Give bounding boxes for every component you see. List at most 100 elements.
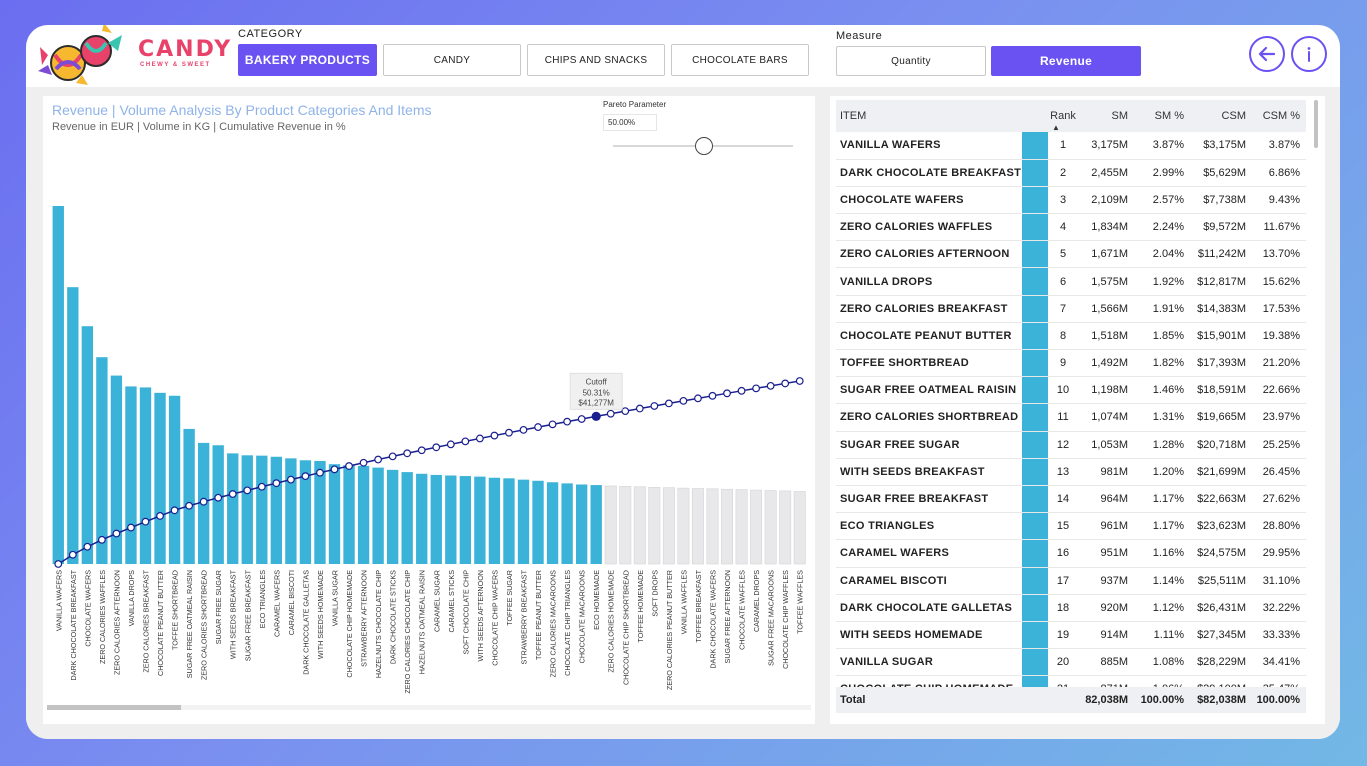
table-row[interactable]: TOFFEE SHORTBREAD 9 1,492M 1.82% $17,393M 21.… (836, 349, 1306, 378)
bar (314, 460, 326, 564)
bar (575, 484, 588, 564)
row-bar (1022, 159, 1048, 187)
bar (154, 392, 166, 564)
chart-horizontal-scrollbar[interactable] (47, 705, 811, 710)
table-row[interactable]: ZERO CALORIES SHORTBREAD 11 1,074M 1.31% $19… (836, 403, 1306, 432)
table-row[interactable]: WITH SEEDS HOMEMADE 19 914M 1.11% $27,345M 33… (836, 621, 1306, 650)
col-header-csm-pct[interactable]: CSM % (1252, 100, 1306, 132)
item-rank: 16 (1048, 539, 1078, 568)
item-csm: $24,575M (1190, 539, 1252, 568)
item-csm-pct: 3.87% (1252, 132, 1306, 160)
x-tick-label: DARK CHOCOLATE STICKS (389, 570, 398, 664)
pareto-slider-thumb[interactable] (695, 137, 713, 155)
table-row[interactable]: DARK CHOCOLATE BREAKFAST 2 2,455M 2.99% $5,6… (836, 159, 1306, 187)
chart-scroll-thumb[interactable] (47, 705, 181, 710)
cumulative-point (403, 449, 412, 458)
col-header-rank[interactable]: Rank ▲ (1048, 100, 1078, 132)
x-tick-label: CHOCOLATE MACAROONS (578, 570, 587, 664)
table-row[interactable]: VANILLA SUGAR 20 885M 1.08% $28,229M 34.41% (836, 648, 1306, 677)
table-row[interactable]: WITH SEEDS BREAKFAST 13 981M 1.20% $21,699M 2… (836, 458, 1306, 486)
cumulative-point (286, 475, 295, 484)
bar (299, 460, 312, 564)
arrow-left-icon (1258, 46, 1276, 62)
table-row[interactable]: SUGAR FREE OATMEAL RAISIN 10 1,198M 1.46% $1… (836, 376, 1306, 405)
x-tick-label: HAZELNUTS CHOCOLATE CHIP (374, 570, 383, 678)
category-button-candy[interactable]: CANDY (383, 44, 521, 76)
cumulative-point (54, 560, 63, 568)
item-rank: 12 (1048, 431, 1078, 459)
table-row[interactable]: ZERO CALORIES WAFFLES 4 1,834M 2.24% $9,572M… (836, 213, 1306, 242)
col-header-csm[interactable]: CSM (1190, 100, 1252, 132)
table-vertical-scrollbar[interactable] (1314, 100, 1318, 148)
cumulative-point (664, 399, 673, 408)
cumulative-point (766, 381, 775, 390)
cumulative-point (606, 409, 615, 418)
item-csm-pct: 25.25% (1252, 431, 1306, 459)
cumulative-point (650, 402, 659, 410)
col-header-sm-pct[interactable]: SM % (1134, 100, 1190, 132)
table-row[interactable]: VANILLA WAFERS 1 3,175M 3.87% $3,175M 3.87% (836, 132, 1306, 160)
cumulative-point (345, 462, 353, 470)
table-row[interactable]: ECO TRIANGLES 15 961M 1.17% $23,623M 28.80% (836, 512, 1306, 541)
item-rank: 7 (1048, 295, 1078, 323)
cumulative-point (621, 407, 630, 416)
measure-button-revenue[interactable]: Revenue (991, 46, 1141, 76)
cumulative-point (475, 434, 484, 443)
x-tick-label: DARK CHOCOLATE GALLETAS (301, 570, 310, 675)
bar (227, 453, 239, 564)
info-button[interactable] (1291, 36, 1327, 72)
cumulative-point (185, 501, 194, 510)
row-bar (1022, 240, 1048, 269)
table-row[interactable]: CHOCOLATE CHIP HOMEMADE 21871M1.06%$29,10… (836, 675, 1306, 687)
item-name: TOFFEE SHORTBREAD (836, 349, 1022, 378)
item-csm: $14,383M (1190, 295, 1252, 323)
table-total-row: Total 82,038M 100.00% $82,038M 100.00% (836, 687, 1306, 713)
back-button[interactable] (1249, 36, 1285, 72)
measure-button-quantity[interactable]: Quantity (836, 46, 986, 76)
cumulative-point (388, 452, 397, 461)
category-button-chips-and-snacks[interactable]: CHIPS AND SNACKS (527, 44, 665, 76)
table-row[interactable]: SUGAR FREE BREAKFAST 14 964M 1.17% $22,663M 2… (836, 485, 1306, 514)
category-button-bakery-products[interactable]: BAKERY PRODUCTS (238, 44, 377, 76)
item-name: SUGAR FREE SUGAR (836, 431, 1022, 459)
table-row[interactable]: DARK CHOCOLATE GALLETAS 18 920M 1.12% $26,43… (836, 594, 1306, 622)
bar (503, 478, 515, 564)
table-row[interactable]: ZERO CALORIES BREAKFAST 7 1,566M 1.91% $14,3… (836, 295, 1306, 323)
table-row[interactable]: CARAMEL WAFERS 16 951M 1.16% $24,575M 29.95% (836, 539, 1306, 568)
pareto-parameter-input[interactable]: 50.00% (603, 114, 657, 131)
item-name: ECO TRIANGLES (836, 512, 1022, 541)
x-tick-label: TOFFEE SHORTBREAD (171, 570, 180, 650)
item-sm: 2,109M (1078, 186, 1134, 215)
tooltip-title: Cutoff (586, 377, 608, 386)
table-row[interactable]: VANILLA DROPS 6 1,575M 1.92% $12,817M 15.62% (836, 267, 1306, 296)
measure-label: Measure (836, 30, 883, 42)
bar (474, 476, 486, 564)
table-row[interactable]: CHOCOLATE WAFERS 3 2,109M 2.57% $7,738M 9.43% (836, 186, 1306, 215)
table-row[interactable]: CARAMEL BISCOTI 17 937M 1.14% $25,511M 31.10% (836, 567, 1306, 595)
brand-name: CANDY (138, 37, 233, 62)
item-csm-pct: 19.38% (1252, 322, 1306, 351)
item-sm: 1,566M (1078, 295, 1134, 323)
table-row[interactable]: SUGAR FREE SUGAR 12 1,053M 1.28% $20,718M 25.… (836, 431, 1306, 459)
row-bar (1022, 295, 1048, 323)
item-sm-pct: 2.57% (1134, 186, 1190, 215)
item-rank: 8 (1048, 322, 1078, 351)
bar (125, 386, 137, 564)
bar (706, 488, 719, 565)
bar (590, 485, 602, 564)
cumulative-point (548, 420, 557, 429)
col-header-item[interactable]: ITEM (836, 100, 1022, 132)
table-row[interactable]: ZERO CALORIES AFTERNOON 5 1,671M 2.04% $11,2… (836, 240, 1306, 269)
item-csm-pct: 31.10% (1252, 567, 1306, 595)
bar (793, 491, 806, 565)
x-tick-label: CHOCOLATE CHIP WAFFLES (781, 570, 790, 669)
items-table-panel: ITEM Rank ▲ SM SM % CSM CSM % VANILLA WAF… (830, 96, 1325, 724)
col-header-sm[interactable]: SM (1078, 100, 1134, 132)
cumulative-point (112, 529, 121, 538)
item-sm-pct: 1.06% (1134, 675, 1190, 687)
table-row[interactable]: CHOCOLATE PEANUT BUTTER 8 1,518M 1.85% $15,9… (836, 322, 1306, 351)
item-csm: $3,175M (1190, 132, 1252, 160)
category-button-chocolate-bars[interactable]: CHOCOLATE BARS (671, 44, 809, 76)
bar (110, 375, 123, 564)
x-tick-label: CARAMEL DROPS (752, 570, 761, 632)
